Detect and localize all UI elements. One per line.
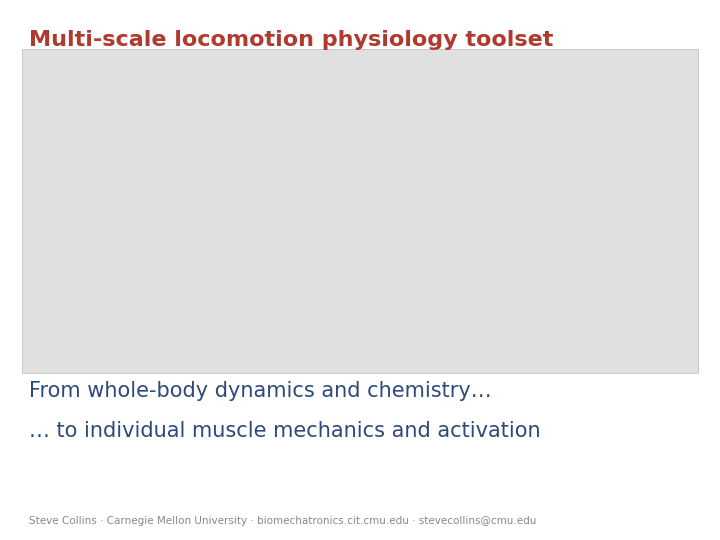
Text: Multi-scale locomotion physiology toolset: Multi-scale locomotion physiology toolse… <box>29 30 553 50</box>
Text: From whole-body dynamics and chemistry…: From whole-body dynamics and chemistry… <box>29 381 492 401</box>
Text: Steve Collins · Carnegie Mellon University · biomechatronics.cit.cmu.edu · steve: Steve Collins · Carnegie Mellon Universi… <box>29 516 536 526</box>
FancyBboxPatch shape <box>22 49 698 373</box>
Text: … to individual muscle mechanics and activation: … to individual muscle mechanics and act… <box>29 421 541 441</box>
